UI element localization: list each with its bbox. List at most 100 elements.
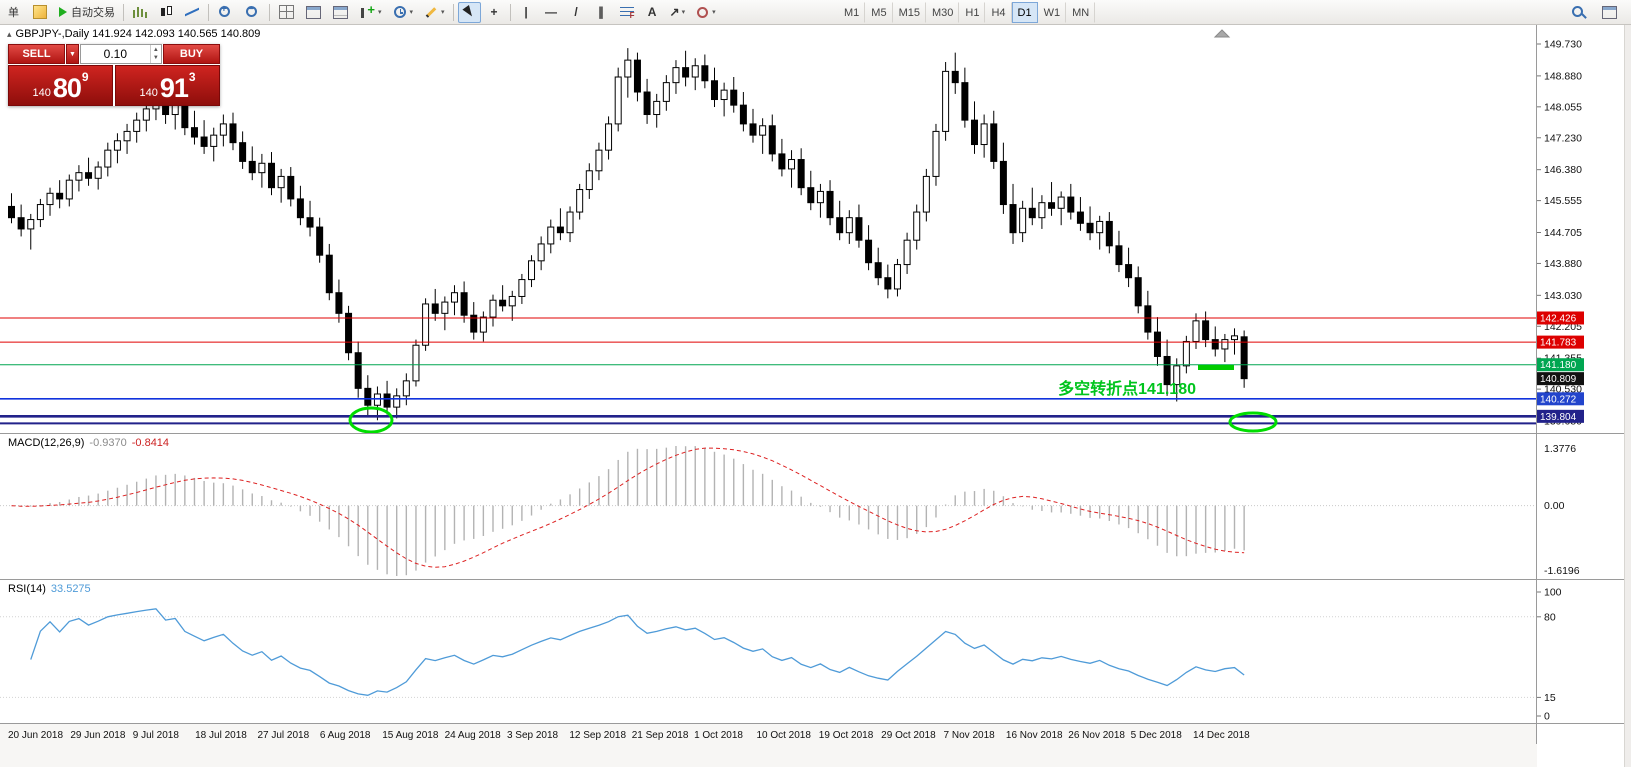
arrow-tools-button-dropdown-icon[interactable]: ▾ (681, 9, 686, 16)
candlestick-chart-button[interactable] (154, 2, 178, 23)
shapes-button[interactable]: ▾ (691, 2, 720, 23)
turning-point-annotation[interactable]: 多空转折点141.180 (1058, 381, 1196, 398)
zoom-in-button[interactable] (213, 2, 238, 23)
candlestick-chart-icon (159, 5, 173, 19)
candle-body (268, 162, 276, 189)
tile-windows-button[interactable] (274, 2, 299, 23)
channel-button[interactable]: ∥ (590, 2, 613, 23)
macd-indicator (0, 446, 1536, 576)
sell-price-box[interactable]: 140 80 9 (8, 65, 113, 106)
candle-body (335, 292, 343, 314)
one-click-collapse-icon[interactable]: ▴ (7, 28, 12, 39)
new-order-button[interactable]: 单 (2, 2, 25, 23)
text-glyph-icon: A (647, 5, 657, 19)
candle-body (672, 67, 680, 84)
fibonacci-icon (619, 6, 635, 20)
horizontal-line-button[interactable]: — (540, 2, 563, 23)
cursor-button[interactable] (457, 1, 481, 23)
new-chart-button[interactable]: ▾ (355, 2, 386, 23)
candle-body (431, 303, 439, 314)
timeframe-mn[interactable]: MN (1066, 2, 1096, 23)
candle-body (643, 91, 651, 116)
candle-body (508, 295, 516, 307)
new-chart-icon (360, 2, 375, 19)
ellipse-annotation[interactable] (348, 406, 394, 434)
metaeditor-icon-button[interactable] (27, 2, 53, 23)
chart-title: GBPJPY-,Daily 141.924 142.093 140.565 14… (15, 28, 261, 40)
green-drawing-objects[interactable] (348, 365, 1278, 434)
search-icon[interactable] (1566, 2, 1591, 23)
candle-body (797, 159, 805, 189)
ellipse-annotation[interactable] (1228, 411, 1278, 433)
bar-chart-button[interactable] (128, 2, 152, 23)
thick-line-segment[interactable] (1198, 365, 1234, 370)
macd-axis-label: 0.00 (1544, 500, 1565, 512)
profiles-button-dropdown-icon[interactable]: ▾ (409, 9, 414, 16)
lot-size-input[interactable] (81, 45, 150, 63)
arrange-charts-button[interactable] (301, 2, 326, 23)
timeframe-w1[interactable]: W1 (1038, 2, 1067, 23)
buy-price-box[interactable]: 140 91 3 (115, 65, 220, 106)
tile-windows-icon (279, 5, 294, 19)
timeframe-m30[interactable]: M30 (926, 2, 960, 23)
shapes-button-dropdown-icon[interactable]: ▾ (712, 9, 716, 16)
auto-arrange-button[interactable] (328, 2, 353, 23)
indicators-button-dropdown-icon[interactable]: ▾ (441, 9, 445, 16)
time-axis-label: 16 Nov 2018 (1006, 730, 1063, 741)
time-axis-label: 9 Jul 2018 (133, 730, 180, 741)
candle-body (682, 67, 690, 78)
chart-shift-marker-icon[interactable] (1213, 29, 1231, 38)
sell-price-whole: 140 (32, 87, 51, 99)
candle-body (450, 292, 458, 303)
sell-button[interactable]: SELL (8, 44, 65, 64)
crosshair-button[interactable]: + (483, 2, 506, 23)
lot-decrease-icon[interactable]: ▼ (152, 55, 159, 61)
timeframe-m5[interactable]: M5 (865, 2, 893, 23)
rsi-axis-label: 100 (1544, 587, 1562, 599)
profiles-button[interactable]: ▾ (388, 2, 418, 23)
buy-button[interactable]: BUY (163, 44, 220, 64)
order-type-dropdown[interactable]: ▼ (66, 44, 79, 64)
fibonacci-button[interactable] (615, 2, 639, 23)
arrow-tools-button[interactable]: ↗ ▾ (666, 2, 690, 23)
macd-axis-label: -1.6196 (1544, 565, 1580, 577)
candle-body (219, 123, 227, 136)
indicators-button[interactable]: ▾ (419, 2, 449, 23)
candle-body (85, 172, 93, 179)
candle-body (845, 217, 853, 234)
candle-body (1057, 196, 1065, 209)
timeframe-m1[interactable]: M1 (838, 2, 866, 23)
rsi-name: RSI(14) (8, 583, 46, 595)
timeframe-m15[interactable]: M15 (893, 2, 926, 23)
horizontal-line-objects[interactable] (0, 317, 1536, 425)
candle-body (142, 108, 150, 121)
price-axis[interactable]: 149.730 148.880 148.055 147.230 146.380 145.5… (1537, 25, 1631, 767)
time-axis[interactable]: 20 Jun 2018 29 Jun 2018 9 Jul 2018 18 Jul 2… (8, 730, 1250, 741)
text-button[interactable]: A (641, 2, 664, 23)
candle-body (1240, 336, 1248, 380)
timeframe-h1[interactable]: H1 (959, 2, 986, 23)
candle-body (691, 65, 699, 78)
rsi-axis-label: 15 (1544, 692, 1556, 704)
line-chart-button[interactable] (180, 2, 204, 23)
timeframe-h4[interactable]: H4 (985, 2, 1012, 23)
chart-title-bar: ▴ GBPJPY-,Daily 141.924 142.093 140.565 … (7, 28, 260, 40)
candle-body (393, 395, 401, 408)
chart-list-icon[interactable] (1597, 2, 1622, 23)
buy-price-frac: 3 (188, 70, 196, 84)
trendline-button[interactable]: / (565, 2, 588, 23)
candle-body (489, 299, 497, 318)
autotrading-button[interactable]: 自动交易 (55, 2, 119, 23)
rsi-axis-label: 80 (1544, 611, 1556, 623)
price-axis-label: 147.230 (1544, 132, 1582, 144)
candle-body (884, 277, 892, 290)
lot-increase-icon[interactable]: ▲ (152, 47, 159, 53)
candle-body (961, 82, 969, 121)
candle-body (836, 217, 844, 234)
vertical-line-button[interactable]: | (515, 2, 538, 23)
zoom-out-button[interactable] (240, 2, 265, 23)
timeframe-d1[interactable]: D1 (1011, 2, 1038, 23)
new-chart-button-dropdown-icon[interactable]: ▾ (378, 9, 382, 16)
